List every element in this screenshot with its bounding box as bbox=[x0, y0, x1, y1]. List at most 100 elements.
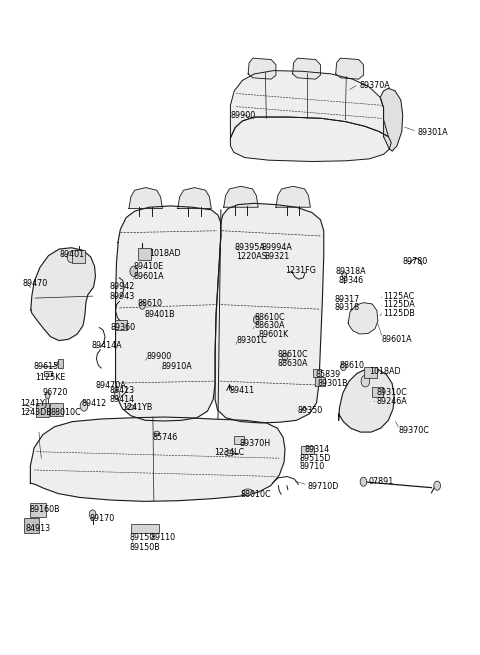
Text: 89301A: 89301A bbox=[417, 128, 448, 138]
Text: 1234LC: 1234LC bbox=[214, 449, 244, 457]
Text: 1241YJ: 1241YJ bbox=[20, 400, 47, 409]
Bar bbox=[72, 250, 85, 263]
Text: 89414A: 89414A bbox=[92, 341, 122, 350]
Polygon shape bbox=[336, 58, 363, 79]
Text: 89150B: 89150B bbox=[130, 543, 161, 552]
Circle shape bbox=[67, 251, 76, 263]
Text: 89318: 89318 bbox=[335, 303, 360, 312]
Text: 89710: 89710 bbox=[300, 462, 324, 471]
Circle shape bbox=[140, 301, 145, 309]
Text: 89601A: 89601A bbox=[134, 272, 164, 281]
Bar bbox=[315, 377, 325, 386]
Text: 88610: 88610 bbox=[137, 299, 162, 309]
Text: 89994A: 89994A bbox=[262, 242, 292, 252]
Bar bbox=[36, 403, 48, 417]
Text: 89470: 89470 bbox=[22, 278, 48, 288]
Text: 89370C: 89370C bbox=[399, 426, 430, 436]
Text: 89110: 89110 bbox=[151, 533, 176, 542]
Text: 89601K: 89601K bbox=[258, 329, 288, 339]
Circle shape bbox=[80, 401, 88, 411]
Circle shape bbox=[361, 375, 370, 387]
Text: 89346: 89346 bbox=[338, 276, 364, 285]
Text: 1125AC: 1125AC bbox=[384, 291, 415, 301]
Circle shape bbox=[253, 316, 259, 324]
Circle shape bbox=[45, 392, 50, 399]
Text: 1018AD: 1018AD bbox=[369, 367, 401, 377]
Text: 88010C: 88010C bbox=[241, 490, 272, 498]
Text: 84913: 84913 bbox=[25, 523, 51, 533]
Text: 89615: 89615 bbox=[33, 362, 59, 371]
Text: 89318A: 89318A bbox=[336, 267, 366, 276]
Bar bbox=[115, 320, 127, 330]
Text: 89350: 89350 bbox=[298, 406, 323, 415]
Text: 89170: 89170 bbox=[89, 514, 115, 523]
Bar bbox=[234, 436, 244, 444]
Text: 88630A: 88630A bbox=[277, 359, 308, 368]
Ellipse shape bbox=[127, 405, 135, 409]
Text: 1220AS: 1220AS bbox=[236, 252, 267, 261]
Polygon shape bbox=[276, 186, 311, 207]
Text: 88610C: 88610C bbox=[277, 350, 308, 360]
Text: 89413: 89413 bbox=[110, 386, 135, 396]
Text: 89301C: 89301C bbox=[236, 336, 267, 345]
Circle shape bbox=[360, 477, 367, 486]
Text: 89401: 89401 bbox=[60, 250, 84, 259]
Text: 89310C: 89310C bbox=[376, 388, 407, 398]
Text: 89414: 89414 bbox=[110, 395, 135, 404]
Text: 1243DB: 1243DB bbox=[20, 408, 51, 417]
Ellipse shape bbox=[242, 489, 253, 495]
Bar bbox=[131, 524, 158, 533]
Bar bbox=[372, 387, 383, 398]
Text: 88010C: 88010C bbox=[51, 408, 82, 417]
Polygon shape bbox=[30, 417, 285, 501]
Polygon shape bbox=[380, 88, 403, 151]
Polygon shape bbox=[293, 58, 321, 79]
Bar bbox=[49, 403, 63, 416]
Text: 89317: 89317 bbox=[335, 295, 360, 304]
Text: 89401B: 89401B bbox=[144, 310, 175, 319]
Text: 96720: 96720 bbox=[43, 388, 68, 398]
Text: 89301B: 89301B bbox=[318, 379, 348, 388]
Text: 89314: 89314 bbox=[304, 445, 329, 454]
Polygon shape bbox=[248, 58, 276, 79]
Text: 1125DA: 1125DA bbox=[384, 300, 415, 309]
Polygon shape bbox=[348, 303, 378, 334]
Bar bbox=[313, 369, 322, 377]
Polygon shape bbox=[230, 71, 388, 138]
Polygon shape bbox=[230, 117, 391, 162]
Text: 89470A: 89470A bbox=[96, 381, 126, 390]
Text: 89780: 89780 bbox=[403, 257, 428, 266]
Text: 89370H: 89370H bbox=[240, 439, 271, 447]
Bar bbox=[58, 359, 63, 368]
Text: 89601A: 89601A bbox=[382, 335, 412, 344]
Circle shape bbox=[434, 481, 441, 490]
Text: 85746: 85746 bbox=[153, 433, 178, 442]
Text: 1018AD: 1018AD bbox=[149, 249, 180, 258]
Circle shape bbox=[89, 510, 96, 519]
Bar bbox=[44, 371, 52, 376]
Text: 89900: 89900 bbox=[230, 111, 256, 120]
Text: 89321: 89321 bbox=[265, 252, 290, 261]
Ellipse shape bbox=[225, 450, 234, 456]
Circle shape bbox=[130, 266, 138, 276]
Text: 89360: 89360 bbox=[111, 323, 136, 332]
Text: 89412: 89412 bbox=[81, 400, 107, 409]
Text: 89150: 89150 bbox=[130, 533, 155, 542]
Text: 89943: 89943 bbox=[110, 291, 135, 301]
Text: 89395A: 89395A bbox=[234, 242, 265, 252]
Bar bbox=[364, 367, 377, 379]
Text: 1231FG: 1231FG bbox=[285, 266, 316, 275]
Polygon shape bbox=[129, 187, 162, 208]
Text: 89160B: 89160B bbox=[29, 505, 60, 514]
Text: 89515D: 89515D bbox=[300, 454, 331, 462]
Text: 89411: 89411 bbox=[229, 386, 254, 396]
Text: 89942: 89942 bbox=[110, 282, 135, 291]
Text: 88610: 88610 bbox=[339, 361, 364, 370]
Polygon shape bbox=[224, 186, 258, 207]
Text: 89370A: 89370A bbox=[360, 81, 390, 90]
Text: 1125KE: 1125KE bbox=[35, 373, 66, 382]
Text: 88630A: 88630A bbox=[254, 321, 285, 330]
Bar bbox=[301, 447, 314, 455]
Text: 1125DB: 1125DB bbox=[384, 309, 416, 318]
Bar bbox=[24, 518, 39, 533]
